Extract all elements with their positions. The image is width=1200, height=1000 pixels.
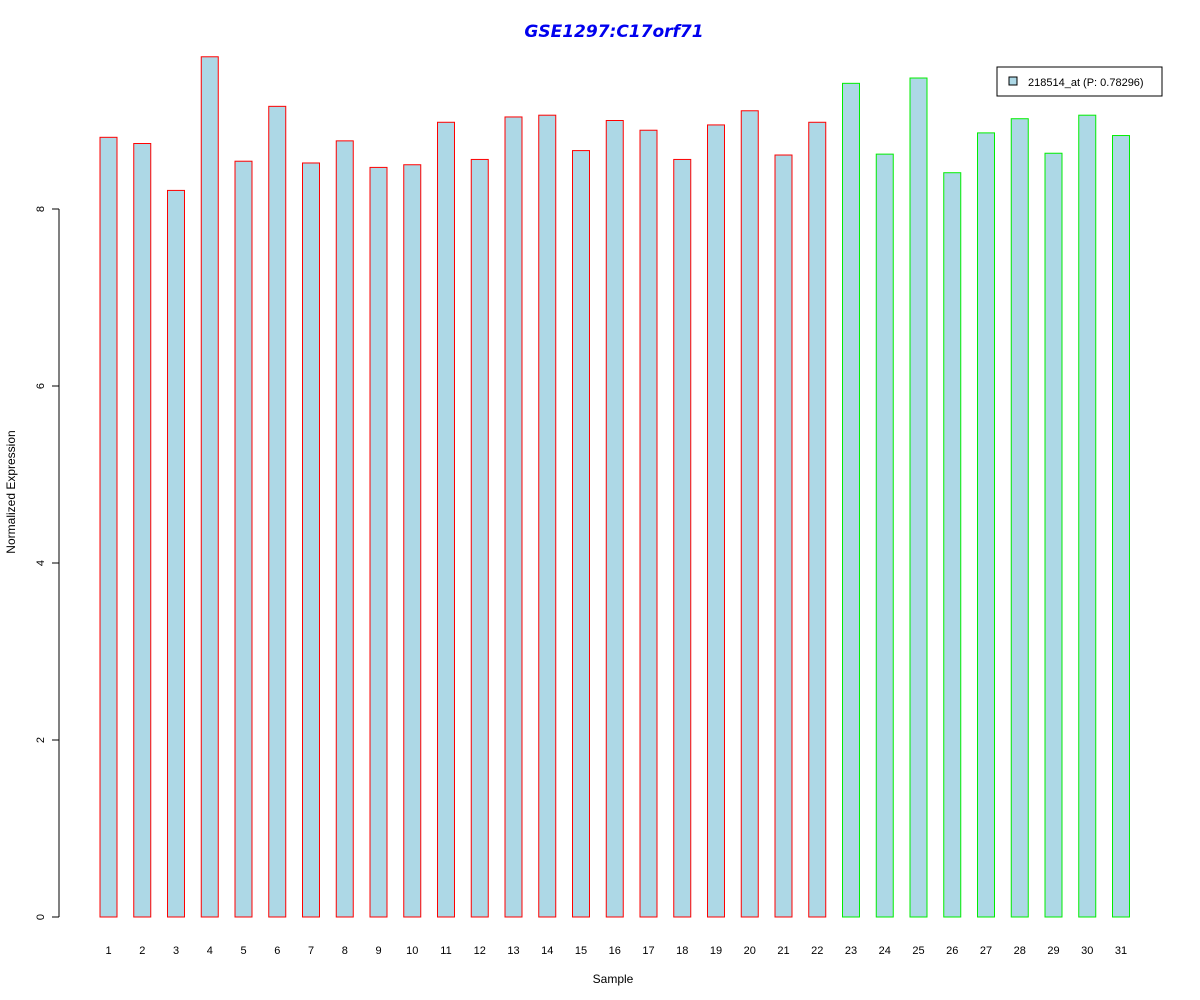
- bar-sample-2: [133, 143, 152, 918]
- x-tick-label: 6: [274, 945, 280, 957]
- bar-sample-8: [335, 140, 354, 918]
- x-tick-label: 17: [642, 945, 654, 957]
- x-tick-label: 23: [845, 945, 857, 957]
- bar-sample-24: [875, 153, 894, 918]
- bar-sample-29: [1044, 152, 1063, 918]
- y-tick-label: 4: [35, 560, 47, 566]
- x-tick-label: 26: [946, 945, 958, 957]
- x-tick-label: 27: [980, 945, 992, 957]
- x-tick-labels: 1 2 3 4 5 6 7 8 9 10 11 12 13 14 15 16 17 18 19 20 21 22 23 24 2…: [105, 945, 1127, 957]
- x-tick-label: 11: [440, 945, 451, 957]
- bar-sample-4: [200, 56, 219, 918]
- x-tick-label: 24: [879, 945, 891, 957]
- x-tick-label: 10: [406, 945, 418, 957]
- x-tick-label: 29: [1047, 945, 1059, 957]
- x-tick-label: 15: [575, 945, 587, 957]
- bar-sample-23: [842, 82, 860, 918]
- x-tick-label: 21: [777, 945, 789, 957]
- bar-sample-21: [774, 154, 793, 918]
- bar-sample-16: [605, 120, 624, 918]
- bar-sample-13: [504, 116, 523, 918]
- bar-sample-9: [369, 166, 388, 918]
- bar-sample-7: [302, 162, 320, 918]
- legend: 218514_at (P: 0.78296): [996, 66, 1163, 97]
- bar-sample-26: [943, 172, 962, 918]
- bar-sample-20: [740, 110, 759, 918]
- y-tick-label: 0: [35, 914, 47, 920]
- x-tick-label: 3: [173, 945, 179, 957]
- x-tick-label: 16: [609, 945, 621, 957]
- y-axis-label: Normalized Expression: [4, 430, 18, 553]
- x-tick-label: 13: [507, 945, 519, 957]
- bar-sample-27: [977, 132, 995, 918]
- x-tick-label: 18: [676, 945, 688, 957]
- x-tick-label: 12: [474, 945, 486, 957]
- x-tick-label: 1: [105, 945, 111, 957]
- x-tick-label: 14: [541, 945, 553, 957]
- x-axis-label: Sample: [593, 972, 634, 986]
- bar-sample-6: [268, 105, 287, 918]
- bar-sample-22: [808, 121, 827, 918]
- x-tick-label: 9: [375, 945, 381, 957]
- bars-group: [99, 56, 1130, 918]
- bar-sample-17: [639, 129, 658, 918]
- x-tick-label: 4: [207, 945, 213, 957]
- x-tick-label: 5: [240, 945, 246, 957]
- x-tick-label: 30: [1081, 945, 1093, 957]
- bar-sample-18: [673, 158, 692, 918]
- x-tick-label: 25: [912, 945, 924, 957]
- bar-sample-25: [909, 77, 928, 918]
- y-tick-label: 8: [35, 206, 47, 212]
- legend-box: [996, 66, 1163, 97]
- bar-sample-12: [470, 158, 489, 918]
- x-tick-label: 22: [811, 945, 823, 957]
- y-tick-label: 6: [35, 383, 47, 389]
- x-tick-label: 19: [710, 945, 722, 957]
- bar-sample-10: [403, 164, 422, 918]
- bar-sample-31: [1112, 135, 1130, 918]
- legend-swatch: [1008, 76, 1018, 86]
- x-tick-label: 2: [139, 945, 145, 957]
- bar-sample-30: [1078, 114, 1097, 918]
- bar-sample-1: [99, 136, 118, 918]
- bar-sample-28: [1010, 118, 1029, 918]
- bar-sample-15: [572, 150, 590, 918]
- bar-sample-5: [234, 160, 253, 918]
- bar-sample-19: [707, 124, 725, 918]
- x-tick-label: 8: [342, 945, 348, 957]
- chart-title: GSE1297:C17orf71: [524, 22, 703, 42]
- x-tick-label: 28: [1014, 945, 1026, 957]
- bar-sample-14: [538, 114, 557, 918]
- bar-sample-3: [167, 189, 185, 918]
- x-tick-label: 20: [744, 945, 756, 957]
- x-tick-label: 7: [308, 945, 314, 957]
- legend-label: 218514_at (P: 0.78296): [1028, 77, 1144, 89]
- x-tick-label: 31: [1115, 945, 1127, 957]
- bar-sample-11: [437, 121, 455, 918]
- y-tick-label: 2: [35, 737, 47, 743]
- y-axis: 0 2 4 6 8: [35, 206, 60, 920]
